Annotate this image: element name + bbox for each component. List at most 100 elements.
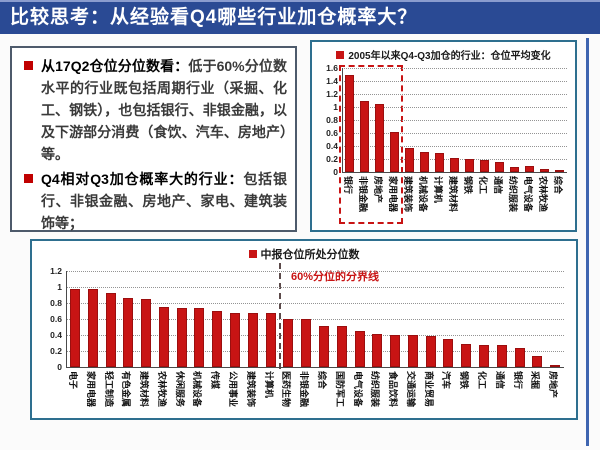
bar <box>141 299 151 367</box>
x-label: 电子 <box>67 371 78 390</box>
gridline <box>66 319 564 320</box>
x-label: 银行 <box>512 371 523 390</box>
bar <box>354 331 365 367</box>
y-tick-label: 0.4 <box>50 330 62 340</box>
bar <box>405 148 414 172</box>
bar <box>105 293 116 367</box>
bullet-item-2: Q4相对Q3加仓概率大的行业：包括银行、非银金融、房地产、家电、建筑装饰等； <box>24 168 287 234</box>
bar <box>69 288 80 367</box>
gridline <box>66 303 564 304</box>
x-label: 建筑材料 <box>139 371 149 408</box>
bar <box>495 162 504 172</box>
x-label: 食品饮料 <box>388 371 398 408</box>
x-label: 传媒 <box>210 371 221 390</box>
bar <box>510 166 519 172</box>
y-tick-label: 1.6 <box>326 63 338 73</box>
gridline <box>66 335 564 336</box>
y-tick-label: 0 <box>57 362 62 372</box>
bar <box>212 311 223 367</box>
gridline <box>342 107 567 108</box>
x-axis-line <box>66 367 564 368</box>
bar <box>443 339 454 367</box>
x-label: 机械设备 <box>417 176 428 213</box>
bar <box>123 298 134 367</box>
gridline <box>342 133 567 134</box>
bar <box>301 319 312 367</box>
y-tick-label: 1.4 <box>326 76 338 86</box>
plot-area: 0 0.2 0.4 0.6 0.8 1 1.2 1.4 1.6 <box>326 63 567 177</box>
bar <box>158 307 169 367</box>
y-tick-label: 0.6 <box>50 314 62 324</box>
y-tick-label: 0.8 <box>326 115 338 125</box>
x-label: 银行 <box>342 176 353 195</box>
bar <box>87 289 98 367</box>
bar <box>176 307 187 367</box>
legend-swatch-icon <box>336 51 345 59</box>
bar <box>532 355 543 367</box>
bar <box>450 157 459 172</box>
bullet-item-1: 从17Q2仓位分位数看：低于60%分位数水平的行业既包括周期行业（采掘、化工、钢… <box>24 55 287 165</box>
x-label: 家用电器 <box>387 176 398 213</box>
gridline <box>342 146 567 147</box>
y-tick-label: 0.4 <box>326 141 338 151</box>
bar <box>318 326 329 367</box>
x-label: 建筑材料 <box>447 176 458 213</box>
bar <box>540 169 549 172</box>
gridline <box>66 287 564 288</box>
bullet-1-lead: 从17Q2仓位分位数看： <box>41 58 189 74</box>
x-label: 钢铁 <box>459 371 470 390</box>
x-label: 综合 <box>552 176 563 195</box>
bar <box>525 166 534 172</box>
x-label: 钢铁 <box>462 176 473 195</box>
bar <box>194 307 205 367</box>
x-axis-labels: 电子 家用电器 轻工制造 有色金属 建筑材料 农林牧渔 休闲服务 机械设备 传媒 公用事业 建筑装饰… <box>66 368 564 418</box>
x-label: 纺织服装 <box>507 176 518 213</box>
legend-swatch-icon <box>248 250 257 258</box>
x-label: 农林牧渔 <box>537 176 548 213</box>
bar <box>360 101 369 172</box>
bar <box>283 319 294 367</box>
bar <box>372 334 383 367</box>
y-tick-label: 0.2 <box>50 346 62 356</box>
x-label: 有色金属 <box>121 371 132 408</box>
x-label: 家用电器 <box>85 371 96 408</box>
right-edge-line <box>586 38 589 446</box>
x-label: 房地产 <box>372 176 383 204</box>
x-label: 医药生物 <box>281 371 292 408</box>
bar <box>265 312 276 367</box>
bar <box>425 335 436 367</box>
bar <box>420 151 429 172</box>
x-label: 休闲服务 <box>174 371 185 408</box>
x-label: 采掘 <box>530 371 541 390</box>
x-label: 建筑装饰 <box>245 371 256 408</box>
legend-label: 中报仓位所处分位数 <box>260 249 360 261</box>
notes-box: 从17Q2仓位分位数看：低于60%分位数水平的行业既包括周期行业（采掘、化工、钢… <box>10 46 297 232</box>
bullet-2-body: 包括银行、非银金融、房地产、家电、建筑装饰等； <box>41 171 287 231</box>
bar <box>375 104 384 172</box>
legend-label: 2005年以来Q4-Q3加仓的行业：仓位平均变化 <box>348 51 551 62</box>
bar <box>345 74 354 172</box>
y-tick-label: 0.6 <box>326 128 338 138</box>
chart-panel-q4q3-change: 2005年以来Q4-Q3加仓的行业：仓位平均变化 0 0.2 0.4 0.6 0.8 1 1… <box>310 40 577 232</box>
plot-area: 0 0.2 0.4 0.6 0.8 1 1.2 <box>50 266 564 372</box>
percentile-divider-label: 60%分位的分界线 <box>291 271 380 283</box>
x-label: 农林牧渔 <box>156 371 167 408</box>
bullet-2-lead: Q4相对Q3加仓概率大的行业： <box>41 171 244 187</box>
x-label: 轻工制造 <box>103 371 114 408</box>
percentile-divider-line <box>279 263 281 369</box>
bullet-2-text: Q4相对Q3加仓概率大的行业：包括银行、非银金融、房地产、家电、建筑装饰等； <box>41 168 287 234</box>
x-label: 计算机 <box>263 371 274 399</box>
gridline <box>342 94 567 95</box>
gridline <box>342 120 567 121</box>
y-tick-label: 1 <box>57 282 62 292</box>
x-label: 公用事业 <box>228 371 238 408</box>
x-axis-labels: 银行 非银金融 房地产 家用电器 建筑装饰 机械设备 计算机 建筑材料 钢铁 化工 通信 纺织服装 电气… <box>342 173 567 229</box>
y-tick-label: 1.2 <box>50 266 62 276</box>
y-tick-label: 0 <box>333 167 338 177</box>
bar <box>555 170 564 172</box>
bullet-1-text: 从17Q2仓位分位数看：低于60%分位数水平的行业既包括周期行业（采掘、化工、钢… <box>41 55 287 165</box>
bar <box>479 345 489 367</box>
bar <box>247 312 258 367</box>
x-label: 非银金融 <box>357 176 368 213</box>
bar <box>550 365 561 367</box>
